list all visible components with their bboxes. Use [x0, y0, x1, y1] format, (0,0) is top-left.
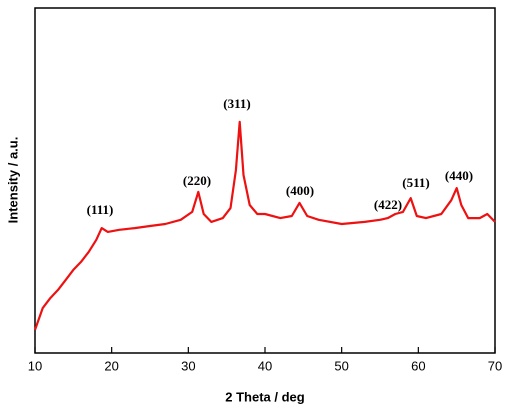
x-axis-title: 2 Theta / deg — [225, 389, 305, 404]
xrd-line — [33, 120, 496, 331]
peak-annotation: (511) — [402, 175, 429, 190]
peak-annotation: (400) — [286, 183, 314, 198]
peak-annotation: (111) — [87, 202, 114, 217]
peak-annotation: (311) — [223, 96, 250, 111]
x-tick-label: 30 — [181, 358, 195, 373]
peak-annotation: (440) — [445, 168, 473, 183]
peak-annotation: (220) — [183, 173, 211, 188]
y-axis-title: Intensity / a.u. — [5, 137, 20, 224]
x-tick-label: 40 — [258, 358, 272, 373]
x-tick-label: 70 — [488, 358, 502, 373]
x-tick-label: 20 — [104, 358, 118, 373]
peak-annotation: (422) — [374, 197, 402, 212]
x-tick-label: 10 — [28, 358, 42, 373]
x-tick-label: 50 — [334, 358, 348, 373]
x-tick-label: 60 — [411, 358, 425, 373]
